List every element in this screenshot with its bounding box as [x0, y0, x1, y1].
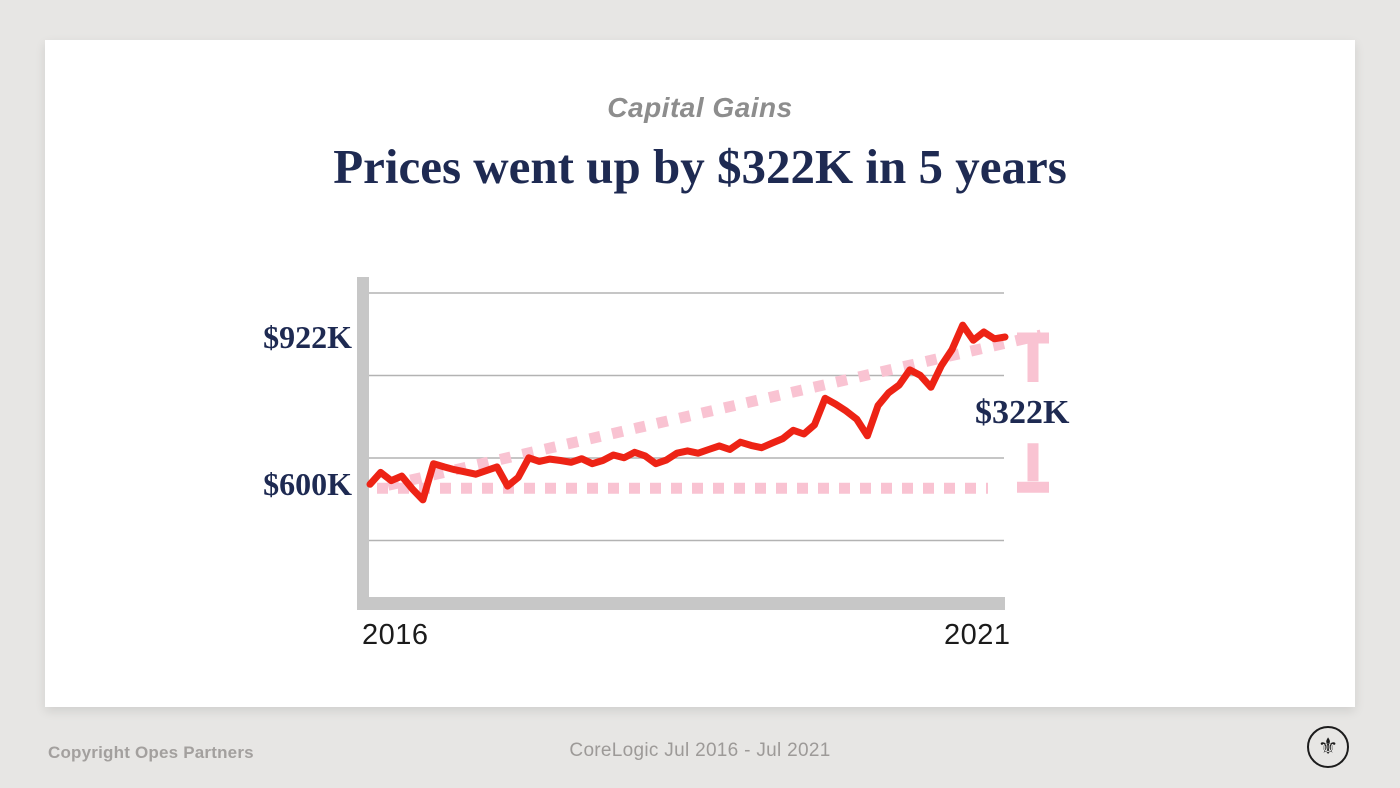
- brand-logo: ⚜: [1307, 726, 1349, 768]
- footer-copyright: Copyright Opes Partners: [48, 743, 254, 762]
- y-axis-label-end: $922K: [263, 319, 352, 355]
- gain-amount-label: $322K: [975, 394, 1070, 431]
- chart-eyebrow: Capital Gains: [607, 92, 793, 123]
- fleur-de-lis-icon: ⚜: [1317, 733, 1339, 760]
- y-axis-label-start: $600K: [263, 466, 352, 502]
- x-axis-label-2021: 2021: [944, 619, 1011, 651]
- footer-source: CoreLogic Jul 2016 - Jul 2021: [569, 740, 831, 761]
- x-axis-label-2016: 2016: [362, 619, 429, 651]
- page-title: Prices went up by $322K in 5 years: [333, 139, 1067, 194]
